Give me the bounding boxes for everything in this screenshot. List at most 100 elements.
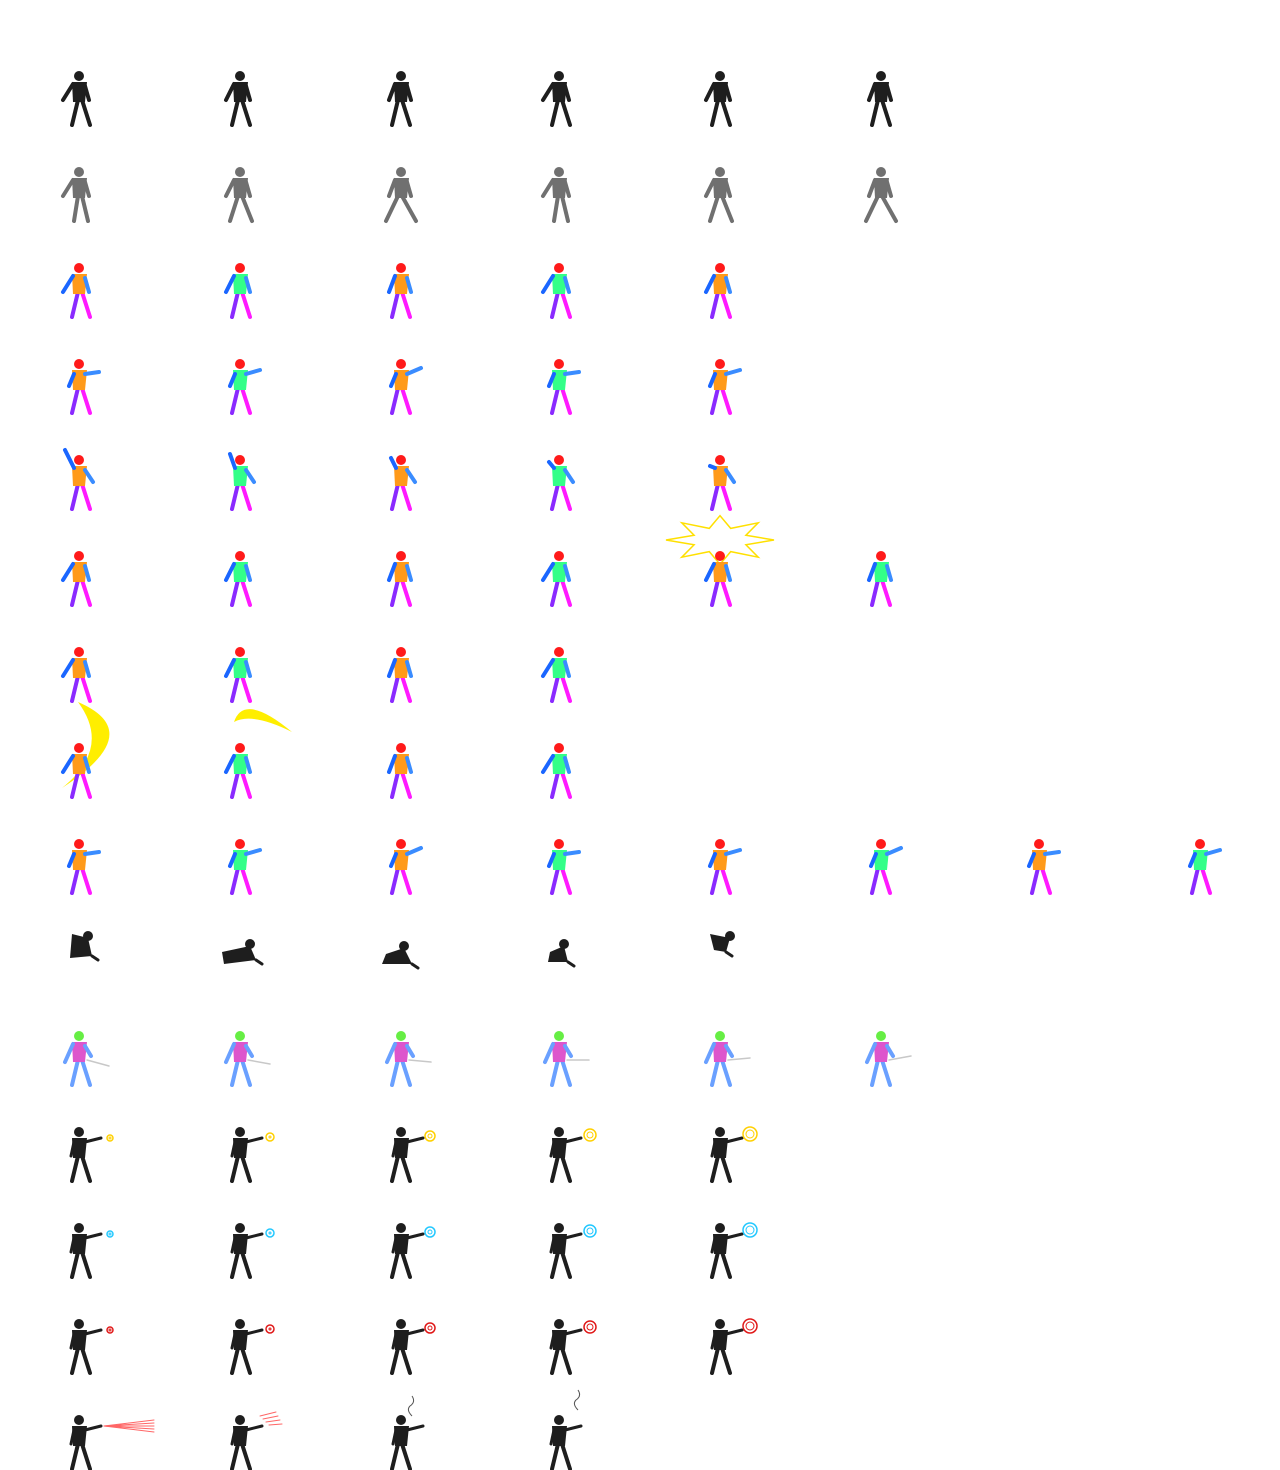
front-leg <box>240 290 252 319</box>
leg <box>254 958 264 966</box>
slash-arc <box>62 702 110 788</box>
sprite-frame-canvas <box>63 448 95 511</box>
back-leg <box>710 1250 720 1279</box>
front-arm <box>885 1044 895 1058</box>
sprite-frame-canvas <box>387 551 413 607</box>
energy-orb-core <box>427 1229 433 1235</box>
energy-orb-core <box>745 1321 755 1331</box>
front-arm <box>885 564 893 582</box>
head <box>245 939 255 949</box>
front-leg <box>720 386 732 415</box>
sprite-frame-canvas <box>382 941 420 970</box>
back-arm <box>61 658 75 678</box>
front-arm <box>405 276 413 294</box>
torso <box>233 1138 248 1158</box>
back-leg <box>710 482 720 511</box>
back-arm <box>547 372 556 388</box>
sprite-frame-canvas <box>228 359 262 415</box>
back-leg <box>550 482 560 511</box>
front-arm <box>563 180 571 198</box>
head <box>235 551 245 561</box>
sprite-frame <box>480 990 640 1087</box>
sprite-frame <box>0 1278 160 1375</box>
head <box>396 1223 406 1233</box>
back-leg <box>710 1058 720 1087</box>
front-leg <box>880 866 892 895</box>
sprite-frame-canvas <box>541 647 572 703</box>
sprite-frame <box>800 510 960 607</box>
head <box>83 931 93 941</box>
blade <box>888 1055 912 1061</box>
back-leg <box>390 770 400 799</box>
head <box>396 263 406 273</box>
head <box>396 647 406 657</box>
sprite-frame-canvas <box>549 1389 583 1470</box>
back-arm <box>710 1140 717 1158</box>
back-arm <box>224 754 236 774</box>
torso <box>72 370 87 390</box>
sprite-frame <box>0 1374 160 1470</box>
front-leg <box>240 386 252 415</box>
head <box>554 455 564 465</box>
sprite-frame <box>0 510 160 607</box>
front-arm <box>83 660 91 678</box>
front-leg <box>720 1346 732 1375</box>
sprite-frame <box>640 990 800 1087</box>
casting-arm <box>563 1232 583 1240</box>
sprite-frame-canvas <box>710 931 735 958</box>
front-arm <box>244 1044 254 1058</box>
torso <box>713 1330 728 1350</box>
casting-arm <box>724 1136 744 1144</box>
front-leg <box>80 866 92 895</box>
head <box>876 167 886 177</box>
energy-orb-core <box>586 1227 594 1235</box>
head <box>876 839 886 849</box>
back-arm <box>61 274 75 294</box>
head <box>554 263 564 273</box>
front-arm <box>83 756 91 774</box>
back-leg <box>870 1058 880 1087</box>
sprite-frame-canvas <box>222 939 264 966</box>
energy-orb <box>742 1318 758 1334</box>
sprite-frame <box>0 126 160 223</box>
back-arm <box>541 274 555 294</box>
back-arm <box>387 82 397 102</box>
front-leg <box>720 578 732 607</box>
front-arm <box>244 276 252 294</box>
head <box>74 1319 84 1329</box>
back-arm <box>704 82 716 102</box>
sprite-frame <box>640 30 800 127</box>
energy-orb-core <box>108 1328 112 1332</box>
back-leg <box>230 578 240 607</box>
head <box>554 1127 564 1137</box>
back-leg <box>550 1154 560 1183</box>
energy-orb <box>424 1322 436 1334</box>
head <box>235 1031 245 1041</box>
back-arm <box>865 1042 877 1064</box>
back-leg <box>870 578 880 607</box>
back-arm <box>389 456 398 470</box>
back-leg <box>710 578 720 607</box>
sprite-frame <box>320 222 480 319</box>
back-arm <box>61 754 75 774</box>
head <box>74 167 84 177</box>
sprite-frame <box>160 1278 320 1375</box>
sprite-frame <box>0 222 160 319</box>
front-arm <box>83 850 101 856</box>
torso <box>552 850 567 870</box>
back-leg <box>230 1154 240 1183</box>
energy-orb <box>265 1324 275 1334</box>
energy-orb-core <box>745 1129 755 1139</box>
sprite-sheet <box>0 30 1280 1470</box>
sprite-frame-canvas <box>67 839 101 895</box>
head <box>74 647 84 657</box>
back-leg <box>70 1442 80 1470</box>
sprite-frame <box>0 702 160 799</box>
energy-orb <box>265 1228 275 1238</box>
sprite-frame <box>320 318 480 415</box>
energy-orb-core <box>108 1232 112 1236</box>
animation-row-blade-alt <box>0 990 1280 1087</box>
back-arm <box>67 372 76 388</box>
front-arm <box>563 1044 573 1058</box>
back-leg <box>550 1346 560 1375</box>
